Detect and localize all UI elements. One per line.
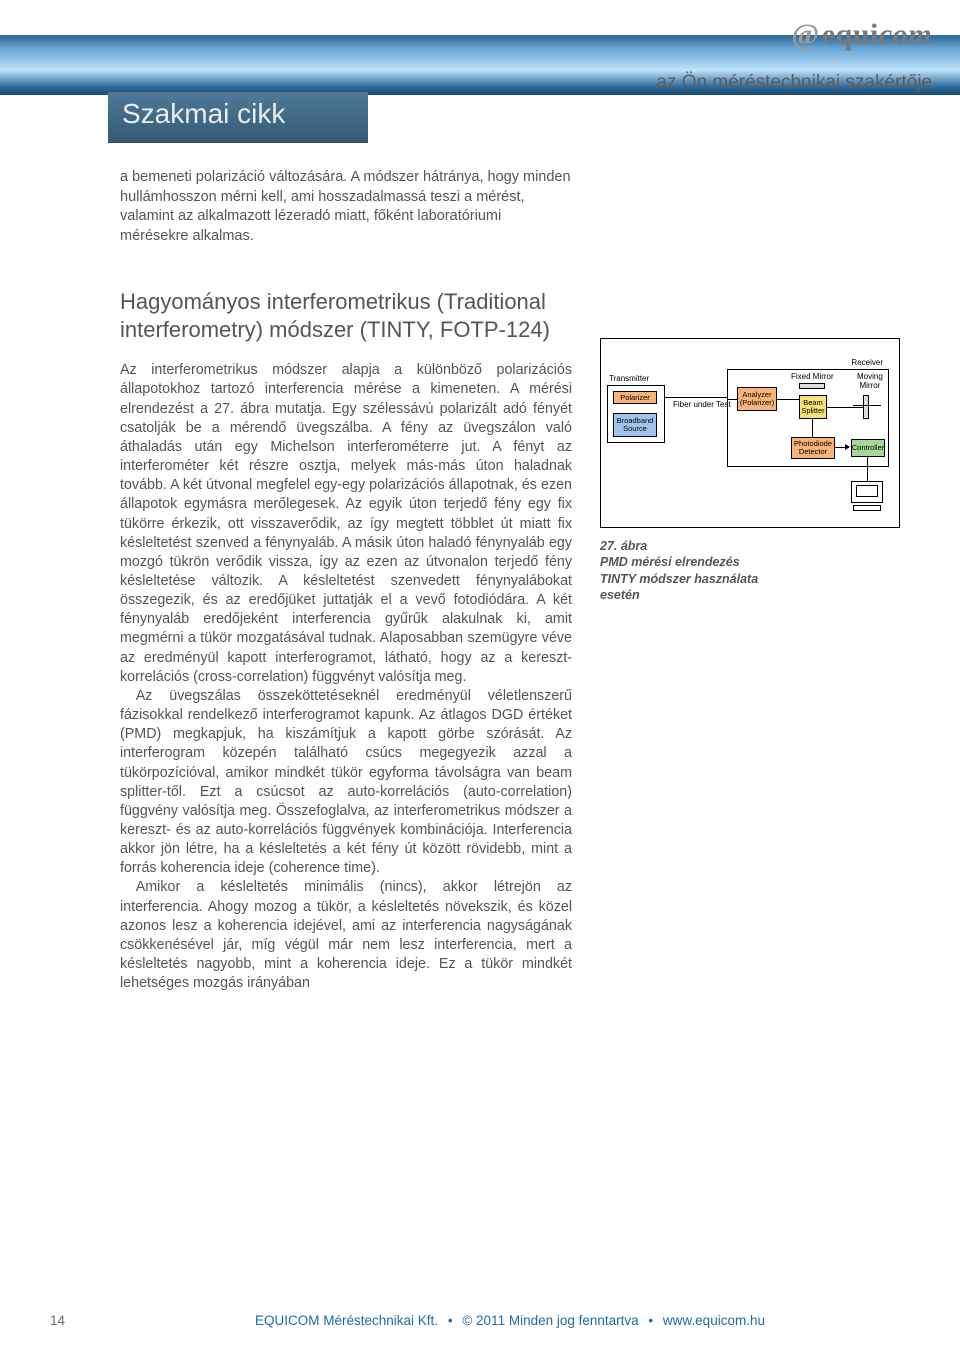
fig-label-moving-mirror: Moving Mirror — [857, 373, 883, 391]
fig-block-fixed-mirror — [799, 383, 825, 389]
logo-text-2: com — [879, 18, 932, 52]
moving-mirror-arrow — [853, 405, 881, 406]
line-input-analyzer — [727, 399, 737, 400]
content-area: a bemeneti polarizáció változására. A mó… — [120, 168, 900, 1278]
footer-company: EQUICOM Méréstechnikai Kft. — [255, 1313, 438, 1328]
body-text: Az interferometrikus módszer alapja a kü… — [120, 361, 572, 993]
logo-text-1: equi — [822, 18, 879, 52]
caption-line-3: esetén — [600, 588, 640, 602]
caption-line-1: PMD mérési elrendezés — [600, 555, 740, 569]
paragraph-3: Amikor a késleltetés minimális (nincs), … — [120, 878, 572, 993]
line-analyzer-bs — [777, 399, 799, 400]
fig-label-fixed-mirror: Fixed Mirror — [791, 373, 834, 382]
section-heading: Hagyományos interferometrikus (Tradition… — [120, 288, 572, 343]
footer-url: www.equicom.hu — [663, 1313, 765, 1328]
fig-label-transmitter: Transmitter — [609, 375, 649, 384]
column-right: Transmitter Polarizer Broadband Source F… — [600, 168, 900, 993]
section-tab: Szakmai cikk — [108, 92, 368, 143]
logo-area: @equicom az Ön méréstechnikai szakértője — [656, 18, 932, 94]
footer-sep-2: • — [648, 1313, 653, 1328]
line-controller-pc — [867, 457, 868, 481]
line-bs-moving — [827, 407, 863, 408]
page-number: 14 — [0, 1313, 120, 1328]
fig-block-photodiode: Photodiode Detector — [791, 437, 835, 459]
brand-tagline: az Ön méréstechnikai szakértője — [656, 72, 932, 94]
arrowhead-icon — [845, 444, 850, 450]
column-left: a bemeneti polarizáció változására. A mó… — [120, 168, 572, 993]
fig-block-controller: Controller — [851, 439, 885, 457]
fiber-line — [665, 397, 727, 398]
header-band: @equicom az Ön méréstechnikai szakértője… — [0, 0, 960, 140]
line-bs-to-pd — [812, 419, 813, 437]
page-footer: 14 EQUICOM Méréstechnikai Kft. • © 2011 … — [0, 1313, 960, 1328]
footer-rights: © 2011 Minden jog fenntartva — [462, 1313, 638, 1328]
computer-monitor-icon — [851, 481, 883, 503]
paragraph-2: Az üvegszálas összeköttetéseknél eredmén… — [120, 687, 572, 879]
footer-sep-1: • — [448, 1313, 453, 1328]
fig-block-broadband: Broadband Source — [613, 413, 657, 437]
paragraph-1: Az interferometrikus módszer alapja a kü… — [120, 361, 572, 687]
logo-at-symbol: @ — [791, 18, 819, 52]
fig-label-receiver: Receiver — [851, 359, 883, 368]
fig-block-polarizer: Polarizer — [613, 391, 657, 404]
two-column-layout: a bemeneti polarizáció változására. A mó… — [120, 168, 900, 993]
computer-keyboard-icon — [853, 505, 881, 511]
brand-logo: @equicom — [791, 18, 932, 52]
fig-block-beam-splitter: Beam Splitter — [799, 395, 827, 419]
fig-block-analyzer: Analyzer (Polarizer) — [737, 387, 777, 411]
figure-diagram: Transmitter Polarizer Broadband Source F… — [600, 338, 900, 528]
page: @equicom az Ön méréstechnikai szakértője… — [0, 0, 960, 1358]
caption-line-2: TINTY módszer használata — [600, 572, 758, 586]
fig-block-moving-mirror — [863, 395, 869, 419]
caption-number: 27. ábra — [600, 539, 647, 553]
footer-text: EQUICOM Méréstechnikai Kft. • © 2011 Min… — [120, 1313, 900, 1328]
figure-caption: 27. ábra PMD mérési elrendezés TINTY mód… — [600, 538, 900, 603]
fig-label-fiber: Fiber under Test — [673, 401, 731, 410]
intro-paragraph: a bemeneti polarizáció változására. A mó… — [120, 168, 572, 246]
